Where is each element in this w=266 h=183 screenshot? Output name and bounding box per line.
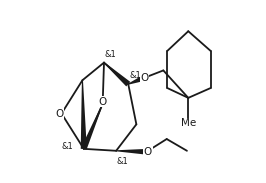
Text: O: O xyxy=(144,147,152,157)
Text: O: O xyxy=(140,73,149,83)
Text: &1: &1 xyxy=(61,142,73,151)
Polygon shape xyxy=(116,149,147,155)
Text: O: O xyxy=(55,109,64,119)
Text: O: O xyxy=(98,97,107,107)
Polygon shape xyxy=(81,80,87,149)
Text: &1: &1 xyxy=(104,50,116,59)
Text: &1: &1 xyxy=(130,71,141,80)
Polygon shape xyxy=(104,62,130,86)
Polygon shape xyxy=(81,104,103,150)
Text: &1: &1 xyxy=(116,157,128,166)
Text: Me: Me xyxy=(181,118,196,128)
Polygon shape xyxy=(128,76,144,85)
